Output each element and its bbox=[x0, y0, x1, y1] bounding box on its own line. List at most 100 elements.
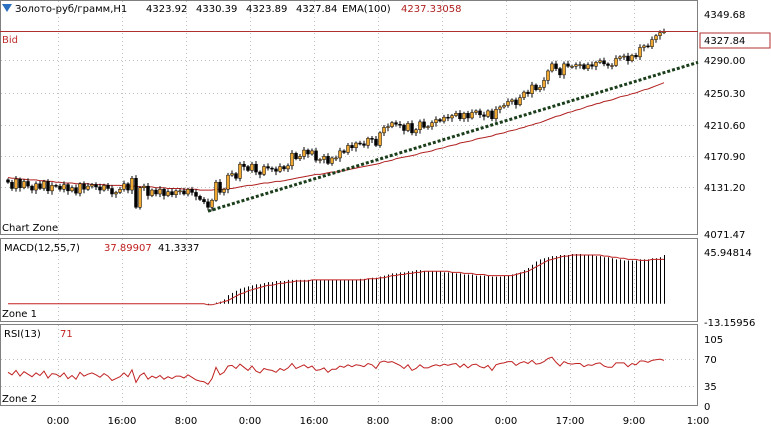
candle-body bbox=[454, 113, 458, 116]
candle-body bbox=[282, 166, 286, 170]
candle-body bbox=[522, 91, 526, 98]
candle-body bbox=[190, 189, 194, 193]
time-tick: 1:00 bbox=[687, 416, 709, 427]
candle-body bbox=[502, 105, 506, 108]
candle-body bbox=[198, 196, 202, 200]
candle-body bbox=[374, 138, 378, 146]
open-value: 4323.92 bbox=[146, 4, 187, 15]
candle-body bbox=[78, 183, 82, 194]
candle-body bbox=[370, 138, 374, 140]
candle-body bbox=[326, 156, 330, 164]
rsi-label: RSI(13) bbox=[4, 329, 41, 340]
candle-body bbox=[366, 138, 370, 146]
candle-body bbox=[334, 157, 338, 160]
candle-body bbox=[270, 167, 274, 170]
candle-body bbox=[578, 64, 582, 66]
trendline bbox=[207, 60, 699, 213]
expand-arrow-icon[interactable] bbox=[2, 4, 12, 12]
candle-body bbox=[246, 166, 250, 171]
candle-body bbox=[294, 152, 298, 159]
trendline-group[interactable] bbox=[207, 60, 699, 213]
candle-body bbox=[494, 109, 498, 119]
candle-body bbox=[150, 189, 154, 196]
candle-body bbox=[178, 190, 182, 193]
candle-body bbox=[498, 106, 502, 110]
candle-body bbox=[202, 199, 206, 203]
candle-body bbox=[6, 179, 10, 183]
price-tick: 4290.00 bbox=[704, 56, 745, 67]
candle-body bbox=[618, 56, 622, 59]
candle-body bbox=[66, 184, 70, 192]
candle-body bbox=[550, 63, 554, 72]
time-tick: 9:00 bbox=[623, 416, 645, 427]
candle-body bbox=[330, 157, 334, 164]
candle-body bbox=[210, 199, 214, 208]
candle-body bbox=[86, 185, 90, 190]
candle-body bbox=[298, 156, 302, 159]
candle-body bbox=[634, 55, 638, 58]
candle-body bbox=[274, 168, 278, 172]
candle-body bbox=[142, 185, 146, 188]
candle-body bbox=[650, 39, 654, 47]
candle-body bbox=[54, 185, 58, 187]
rsi-line-group bbox=[7, 356, 665, 385]
candle-body bbox=[354, 142, 358, 148]
candle-body bbox=[126, 183, 130, 191]
ema-label: EMA(100) bbox=[342, 4, 391, 15]
candle-body bbox=[546, 70, 550, 81]
time-tick: 0:00 bbox=[495, 416, 517, 427]
candle-body bbox=[622, 55, 626, 58]
time-tick: 0:00 bbox=[47, 416, 69, 427]
candle-body bbox=[470, 112, 474, 119]
candle-body bbox=[174, 190, 178, 196]
candle-body bbox=[158, 189, 162, 195]
candle-body bbox=[62, 184, 66, 190]
candle-body bbox=[422, 121, 426, 128]
candle-body bbox=[646, 45, 650, 48]
grid-lines bbox=[1, 1, 697, 405]
candle-body bbox=[114, 192, 118, 195]
candle-body bbox=[358, 142, 362, 145]
bid-label: Bid bbox=[2, 35, 18, 46]
candle-body bbox=[18, 178, 22, 188]
chart-zone-label: Chart Zone bbox=[2, 223, 58, 234]
time-tick: 16:00 bbox=[108, 416, 137, 427]
candle-body bbox=[310, 150, 314, 155]
candle-body bbox=[146, 185, 150, 196]
rsi-value: 71 bbox=[60, 329, 73, 340]
candle-body bbox=[302, 149, 306, 157]
candle-body bbox=[22, 181, 26, 188]
candle-body bbox=[306, 149, 310, 155]
candle-body bbox=[586, 64, 590, 69]
price-tick: 4210.60 bbox=[704, 121, 745, 132]
candles-group bbox=[6, 28, 666, 212]
macd-axis-top: 45.94814 bbox=[704, 248, 752, 259]
candle-body bbox=[562, 63, 566, 76]
candle-body bbox=[154, 189, 158, 195]
candle-body bbox=[442, 116, 446, 122]
chart-header: Золото-руб/грамм,H1 4323.92 4330.39 4323… bbox=[2, 4, 461, 15]
candle-body bbox=[542, 80, 546, 88]
candle-body bbox=[226, 174, 230, 190]
candle-body bbox=[362, 143, 366, 146]
candle-body bbox=[402, 124, 406, 131]
candle-body bbox=[46, 181, 50, 192]
time-axis[interactable]: 0:00 16:00 8:00 0:00 16:00 8:00 8:00 0:0… bbox=[47, 416, 709, 427]
main-panel[interactable] bbox=[0, 0, 698, 235]
candle-body bbox=[314, 150, 318, 161]
candle-body bbox=[450, 115, 454, 119]
candle-body bbox=[194, 192, 198, 197]
candle-body bbox=[514, 99, 518, 105]
rsi-line bbox=[7, 356, 665, 385]
candle-body bbox=[506, 101, 510, 106]
candle-body bbox=[462, 113, 466, 119]
rsi-axis-tick: 35 bbox=[704, 382, 717, 393]
rsi-axis-tick: 70 bbox=[704, 355, 717, 366]
candle-body bbox=[394, 122, 398, 125]
bid-price: 4327.84 bbox=[704, 36, 745, 47]
candle-body bbox=[122, 183, 126, 190]
candle-body bbox=[434, 119, 438, 123]
price-axis[interactable]: 4349.68 4290.00 4250.30 4210.60 4170.90 … bbox=[704, 10, 745, 241]
candle-body bbox=[138, 187, 142, 208]
